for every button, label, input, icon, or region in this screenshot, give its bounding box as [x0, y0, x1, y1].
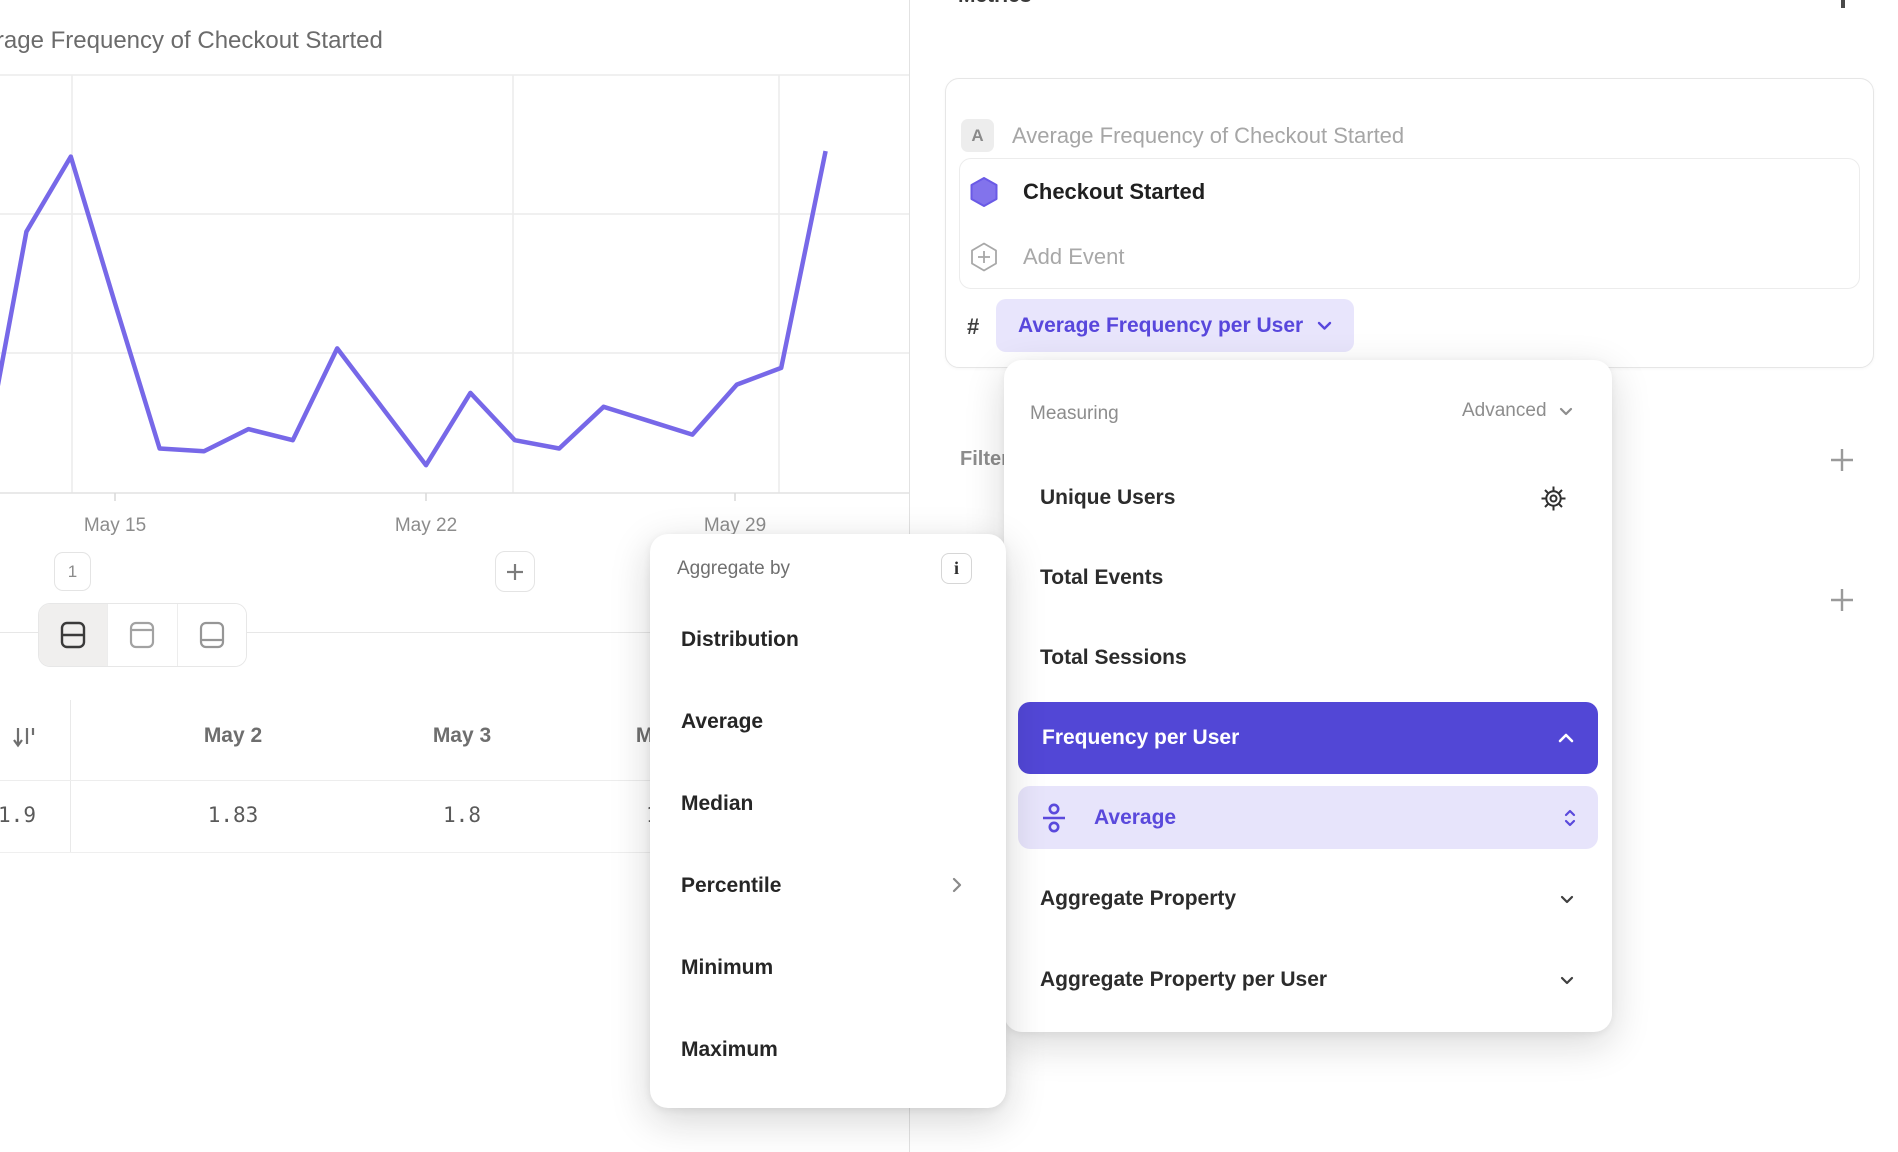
table-cell: 1.9: [0, 803, 36, 827]
event-row[interactable]: Checkout Started: [969, 176, 1569, 208]
table-header-divider: [0, 780, 909, 781]
average-label: Average: [1094, 805, 1177, 829]
menu-item-maximum[interactable]: Maximum: [681, 1038, 778, 1061]
table-bottom-border: [0, 852, 909, 853]
aggregate-by-label: Aggregate by: [677, 558, 791, 579]
add-breakdown-button[interactable]: [1828, 586, 1856, 614]
event-card: [959, 158, 1860, 289]
add-event-icon: [971, 242, 997, 272]
menu-item-total-events[interactable]: Total Events: [1040, 566, 1164, 589]
event-hexagon-icon: [970, 177, 998, 207]
aggregate-property-per-user-label: Aggregate Property per User: [1040, 968, 1328, 991]
event-name: Checkout Started: [1023, 179, 1206, 204]
chevron-down-icon: [1560, 895, 1574, 903]
chevron-down-icon: [1560, 976, 1574, 984]
x-tick-label: May 15: [83, 515, 147, 536]
measurement-dropdown-button[interactable]: Average Frequency per User: [996, 299, 1355, 352]
aggregate-property-label: Aggregate Property: [1040, 887, 1237, 910]
selected-item-label: Frequency per User: [1042, 726, 1240, 749]
layout-toggle-table[interactable]: [177, 604, 246, 666]
aggregate-by-dropdown-panel: [650, 534, 1006, 1108]
series-count-badge[interactable]: 1: [54, 552, 91, 591]
x-tick-label: May 29: [703, 515, 767, 536]
menu-item-minimum[interactable]: Minimum: [681, 956, 774, 979]
sort-descending-icon[interactable]: [12, 724, 38, 757]
add-metric-icon[interactable]: [1841, 0, 1845, 8]
table-cell: 1.8: [443, 803, 481, 827]
metric-title-input[interactable]: Average Frequency of Checkout Started: [1012, 123, 1405, 148]
layout-toggle-group: [38, 603, 247, 667]
metric-letter-badge: A: [961, 119, 994, 152]
split-layout-icon: [60, 621, 86, 649]
measuring-label: Measuring: [1030, 403, 1119, 424]
menu-item-aggregate-property-per-user[interactable]: Aggregate Property per User: [1018, 960, 1598, 1000]
measurement-label: Average Frequency per User: [1018, 313, 1304, 337]
chevron-down-icon: [1317, 321, 1332, 330]
gear-icon[interactable]: [1540, 485, 1567, 517]
menu-item-total-sessions[interactable]: Total Sessions: [1040, 646, 1187, 669]
section-divider: [0, 632, 909, 633]
advanced-label: Advanced: [1462, 400, 1547, 421]
chevron-up-icon: [1558, 733, 1574, 743]
metrics-section-title: Metrics: [958, 0, 1032, 8]
layout-toggle-chart[interactable]: [108, 604, 178, 666]
info-icon[interactable]: i: [941, 553, 972, 584]
average-aggregation-icon: [1043, 803, 1065, 832]
measuring-dropdown-panel: [1004, 360, 1612, 1032]
line-chart: [0, 74, 909, 501]
plus-icon: [1831, 589, 1853, 611]
x-tick-label: May 22: [394, 515, 458, 536]
chevron-down-icon: [1559, 407, 1572, 415]
chart-title: Average Frequency of Checkout Started: [0, 27, 383, 54]
table-cell: 1.83: [207, 803, 259, 827]
menu-item-aggregate-property[interactable]: Aggregate Property: [1018, 879, 1598, 919]
table-column-divider: [70, 700, 71, 852]
add-event-button[interactable]: Add Event: [969, 241, 1569, 273]
up-down-chevrons-icon: [1564, 809, 1576, 826]
table-header-col2[interactable]: May 2: [203, 724, 263, 747]
menu-item-average[interactable]: Average: [681, 710, 764, 733]
numeric-metric-symbol: #: [967, 314, 980, 339]
plus-icon: [507, 563, 523, 580]
add-event-label: Add Event: [1023, 244, 1125, 269]
layout-toggle-split[interactable]: [39, 604, 109, 666]
add-column-button[interactable]: [495, 551, 535, 592]
plus-icon: [1831, 449, 1853, 471]
add-filter-button[interactable]: [1828, 446, 1856, 474]
menu-item-percentile[interactable]: Percentile: [681, 874, 782, 897]
menu-subitem-average[interactable]: Average: [1018, 786, 1598, 849]
menu-item-distribution[interactable]: Distribution: [681, 628, 799, 651]
chevron-right-icon: [952, 877, 962, 898]
chart-line: [0, 150, 828, 468]
top-bar-layout-icon: [130, 621, 155, 649]
menu-item-unique-users[interactable]: Unique Users: [1040, 486, 1176, 509]
advanced-selector[interactable]: Advanced: [1462, 400, 1573, 422]
menu-item-frequency-per-user-selected[interactable]: Frequency per User: [1018, 702, 1598, 774]
table-header-col3[interactable]: May 3: [432, 724, 492, 747]
menu-item-median[interactable]: Median: [681, 792, 754, 815]
bottom-bar-layout-icon: [199, 621, 224, 649]
